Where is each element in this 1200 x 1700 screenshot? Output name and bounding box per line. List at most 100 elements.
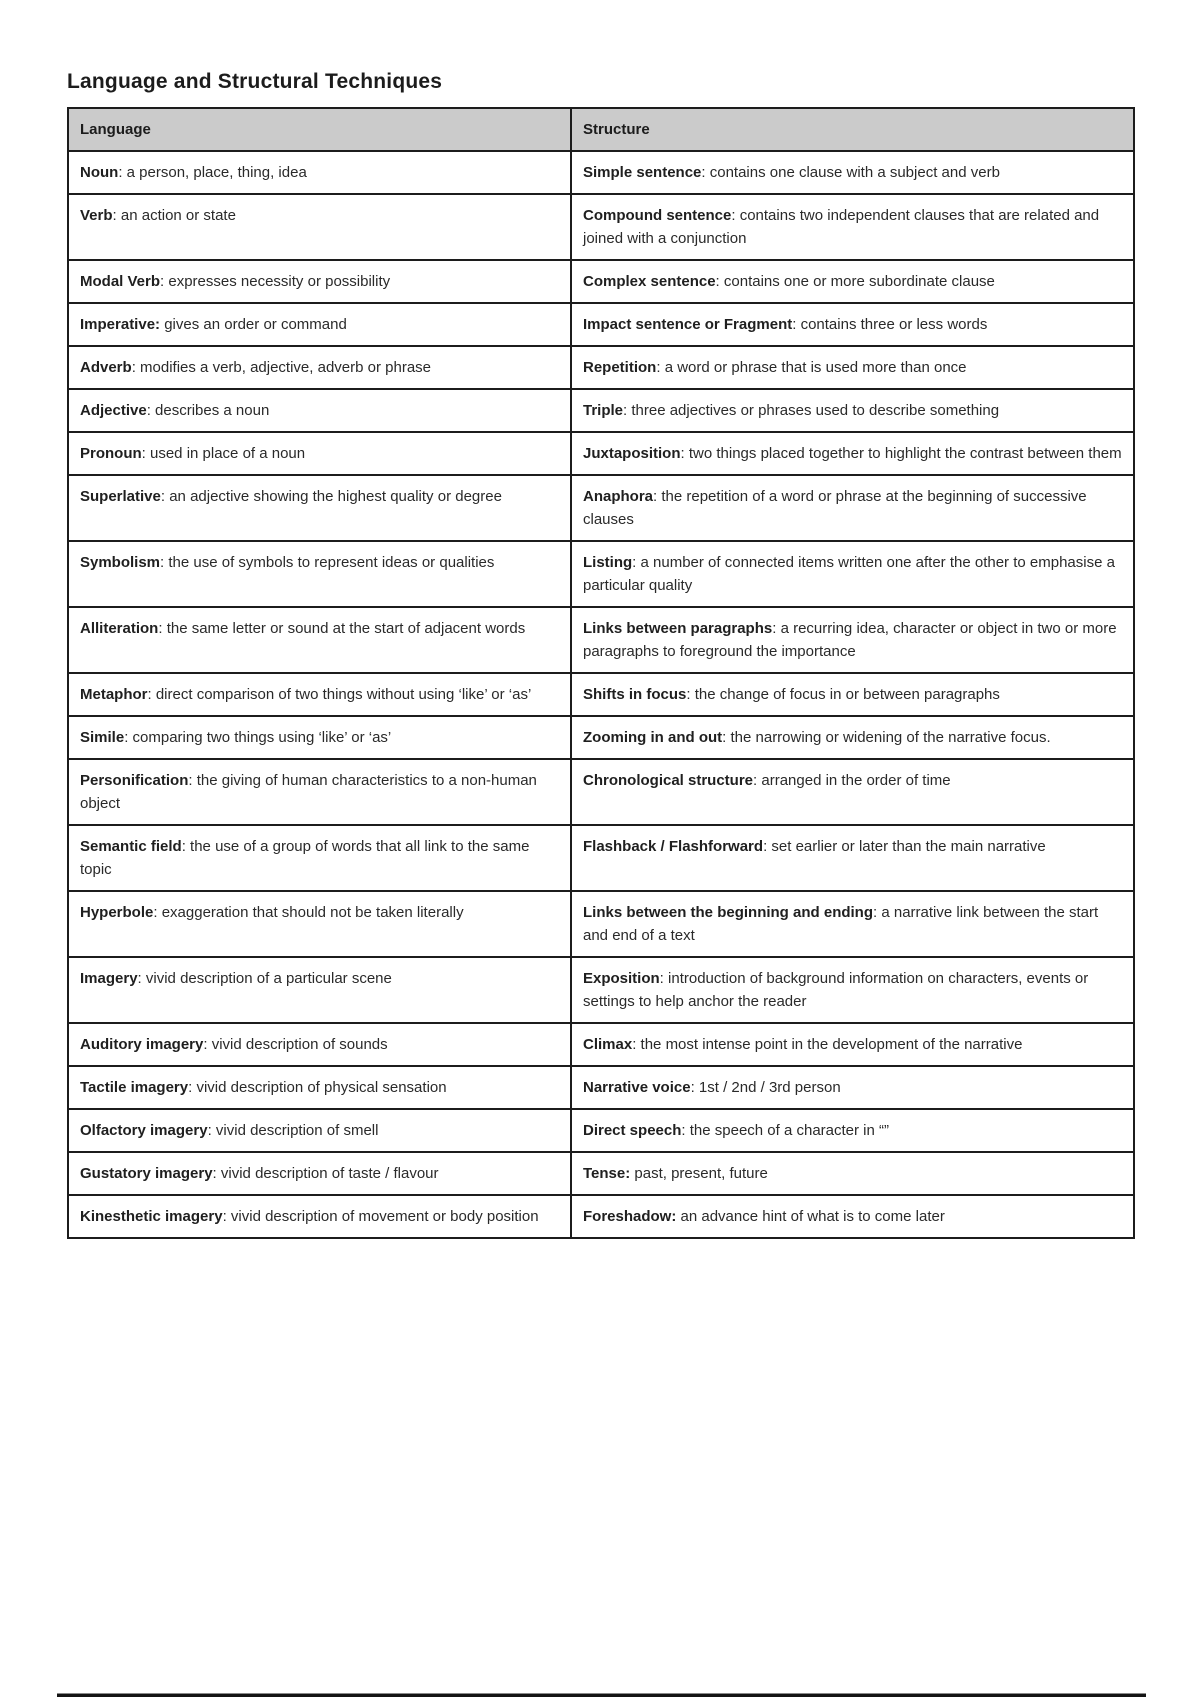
term-separator: : bbox=[632, 554, 641, 571]
term-separator: : bbox=[623, 402, 632, 419]
language-cell: Semantic field: the use of a group of wo… bbox=[67, 824, 572, 892]
table-row: Personification: the giving of human cha… bbox=[67, 758, 1135, 826]
definition-text: the use of symbols to represent ideas or… bbox=[168, 554, 495, 571]
term-label: Kinesthetic imagery bbox=[80, 1208, 223, 1225]
term-separator: : bbox=[763, 838, 772, 855]
structure-cell: Zooming in and out: the narrowing or wid… bbox=[570, 715, 1135, 760]
structure-cell: Anaphora: the repetition of a word or ph… bbox=[570, 474, 1135, 542]
definition-text: contains one or more subordinate clause bbox=[723, 273, 995, 290]
term-separator: : bbox=[731, 207, 740, 224]
table-row: Tactile imagery: vivid description of ph… bbox=[67, 1065, 1135, 1110]
term-label: Simple sentence bbox=[583, 164, 702, 181]
term-separator: : bbox=[181, 838, 191, 855]
table-row: Adverb: modifies a verb, adjective, adve… bbox=[67, 345, 1135, 390]
term-label: Links between paragraphs bbox=[583, 620, 773, 637]
term-separator: : bbox=[188, 1079, 197, 1096]
term-label: Juxtaposition bbox=[583, 445, 681, 462]
table-row: Kinesthetic imagery: vivid description o… bbox=[67, 1194, 1135, 1239]
table-row: Pronoun: used in place of a noun Juxtapos… bbox=[67, 431, 1135, 476]
definition-text: an action or state bbox=[120, 207, 236, 224]
term-separator: : bbox=[153, 904, 162, 921]
table-row: Symbolism: the use of symbols to represe… bbox=[67, 540, 1135, 608]
table-row: Olfactory imagery: vivid description of … bbox=[67, 1108, 1135, 1153]
techniques-table-body: Noun: a person, place, thing, idea Simple… bbox=[67, 150, 1135, 1239]
definition-text: vivid description of movement or body po… bbox=[230, 1208, 539, 1225]
term-label: Imagery bbox=[80, 970, 138, 987]
term-separator: : bbox=[690, 1079, 699, 1096]
term-separator: : bbox=[772, 620, 781, 637]
term-label: Exposition bbox=[583, 970, 660, 987]
definition-text: contains three or less words bbox=[800, 316, 988, 333]
structure-cell: Narrative voice: 1st / 2nd / 3rd person bbox=[570, 1065, 1135, 1110]
structure-cell: Shifts in focus: the change of focus in … bbox=[570, 672, 1135, 717]
definition-text: three adjectives or phrases used to desc… bbox=[631, 402, 1000, 419]
term-separator: : bbox=[659, 970, 669, 987]
table-row: Imperative: gives an order or command Imp… bbox=[67, 302, 1135, 347]
table-row: Gustatory imagery: vivid description of … bbox=[67, 1151, 1135, 1196]
definition-text: exaggeration that should not be taken li… bbox=[161, 904, 464, 921]
definition-text: 1st / 2nd / 3rd person bbox=[698, 1079, 841, 1096]
term-separator: : bbox=[146, 402, 156, 419]
term-label: Imperative: bbox=[80, 316, 161, 333]
language-cell: Imperative: gives an order or command bbox=[67, 302, 572, 347]
definition-text: a narrative link between the start and e… bbox=[583, 904, 1099, 944]
definition-text: the change of focus in or between paragr… bbox=[694, 686, 1000, 703]
definition-text: arranged in the order of time bbox=[761, 772, 951, 789]
structure-cell: Direct speech: the speech of a character… bbox=[570, 1108, 1135, 1153]
definition-text: the repetition of a word or phrase at th… bbox=[583, 488, 1087, 528]
term-label: Modal Verb bbox=[80, 273, 161, 290]
term-label: Adverb bbox=[80, 359, 132, 376]
column-header-structure: Structure bbox=[570, 107, 1135, 152]
term-separator: : bbox=[686, 686, 695, 703]
term-separator: : bbox=[160, 273, 169, 290]
term-separator: : bbox=[160, 488, 170, 505]
table-row: Adjective: describes a noun Triple: three… bbox=[67, 388, 1135, 433]
table-row: Modal Verb: expresses necessity or possi… bbox=[67, 259, 1135, 304]
term-label: Metaphor bbox=[80, 686, 148, 703]
term-label: Direct speech bbox=[583, 1122, 682, 1139]
term-label: Semantic field bbox=[80, 838, 182, 855]
term-separator: : bbox=[137, 970, 146, 987]
structure-cell: Complex sentence: contains one or more s… bbox=[570, 259, 1135, 304]
language-cell: Auditory imagery: vivid description of s… bbox=[67, 1022, 572, 1067]
language-cell: Simile: comparing two things using ‘like… bbox=[67, 715, 572, 760]
definition-text: describes a noun bbox=[155, 402, 270, 419]
definition-text: a person, place, thing, idea bbox=[126, 164, 307, 181]
term-separator: : bbox=[873, 904, 882, 921]
structure-cell: Links between the beginning and ending: … bbox=[570, 890, 1135, 958]
term-separator: : bbox=[715, 273, 724, 290]
term-label: Tactile imagery bbox=[80, 1079, 189, 1096]
table-row: Alliteration: the same letter or sound a… bbox=[67, 606, 1135, 674]
page-title: Language and Structural Techniques bbox=[67, 70, 443, 93]
definition-text: used in place of a noun bbox=[150, 445, 306, 462]
term-separator: : bbox=[188, 772, 197, 789]
definition-text: the same letter or sound at the start of… bbox=[166, 620, 526, 637]
definition-text: the speech of a character in “” bbox=[689, 1122, 890, 1139]
language-cell: Superlative: an adjective showing the hi… bbox=[67, 474, 572, 542]
term-label: Tense: bbox=[583, 1165, 631, 1182]
term-label: Chronological structure bbox=[583, 772, 754, 789]
term-separator: : bbox=[141, 445, 150, 462]
term-label: Alliteration bbox=[80, 620, 159, 637]
term-label: Adjective bbox=[80, 402, 147, 419]
definition-text: the narrowing or widening of the narrati… bbox=[730, 729, 1051, 746]
term-separator: : bbox=[792, 316, 801, 333]
term-label: Repetition bbox=[583, 359, 657, 376]
term-separator: : bbox=[112, 207, 121, 224]
structure-cell: Foreshadow: an advance hint of what is t… bbox=[570, 1194, 1135, 1239]
term-label: Impact sentence or Fragment bbox=[583, 316, 793, 333]
term-label: Anaphora bbox=[583, 488, 654, 505]
term-label: Verb bbox=[80, 207, 113, 224]
table-header-row: Language Structure bbox=[67, 107, 1135, 152]
term-separator: : bbox=[701, 164, 710, 181]
column-header-language: Language bbox=[67, 107, 572, 152]
definition-text: an adjective showing the highest quality… bbox=[169, 488, 502, 505]
definition-text: a word or phrase that is used more than … bbox=[664, 359, 967, 376]
term-label: Personification bbox=[80, 772, 189, 789]
language-cell: Symbolism: the use of symbols to represe… bbox=[67, 540, 572, 608]
language-cell: Metaphor: direct comparison of two thing… bbox=[67, 672, 572, 717]
language-cell: Personification: the giving of human cha… bbox=[67, 758, 572, 826]
term-label: Symbolism bbox=[80, 554, 161, 571]
term-label: Links between the beginning and ending bbox=[583, 904, 874, 921]
term-label: Simile bbox=[80, 729, 125, 746]
